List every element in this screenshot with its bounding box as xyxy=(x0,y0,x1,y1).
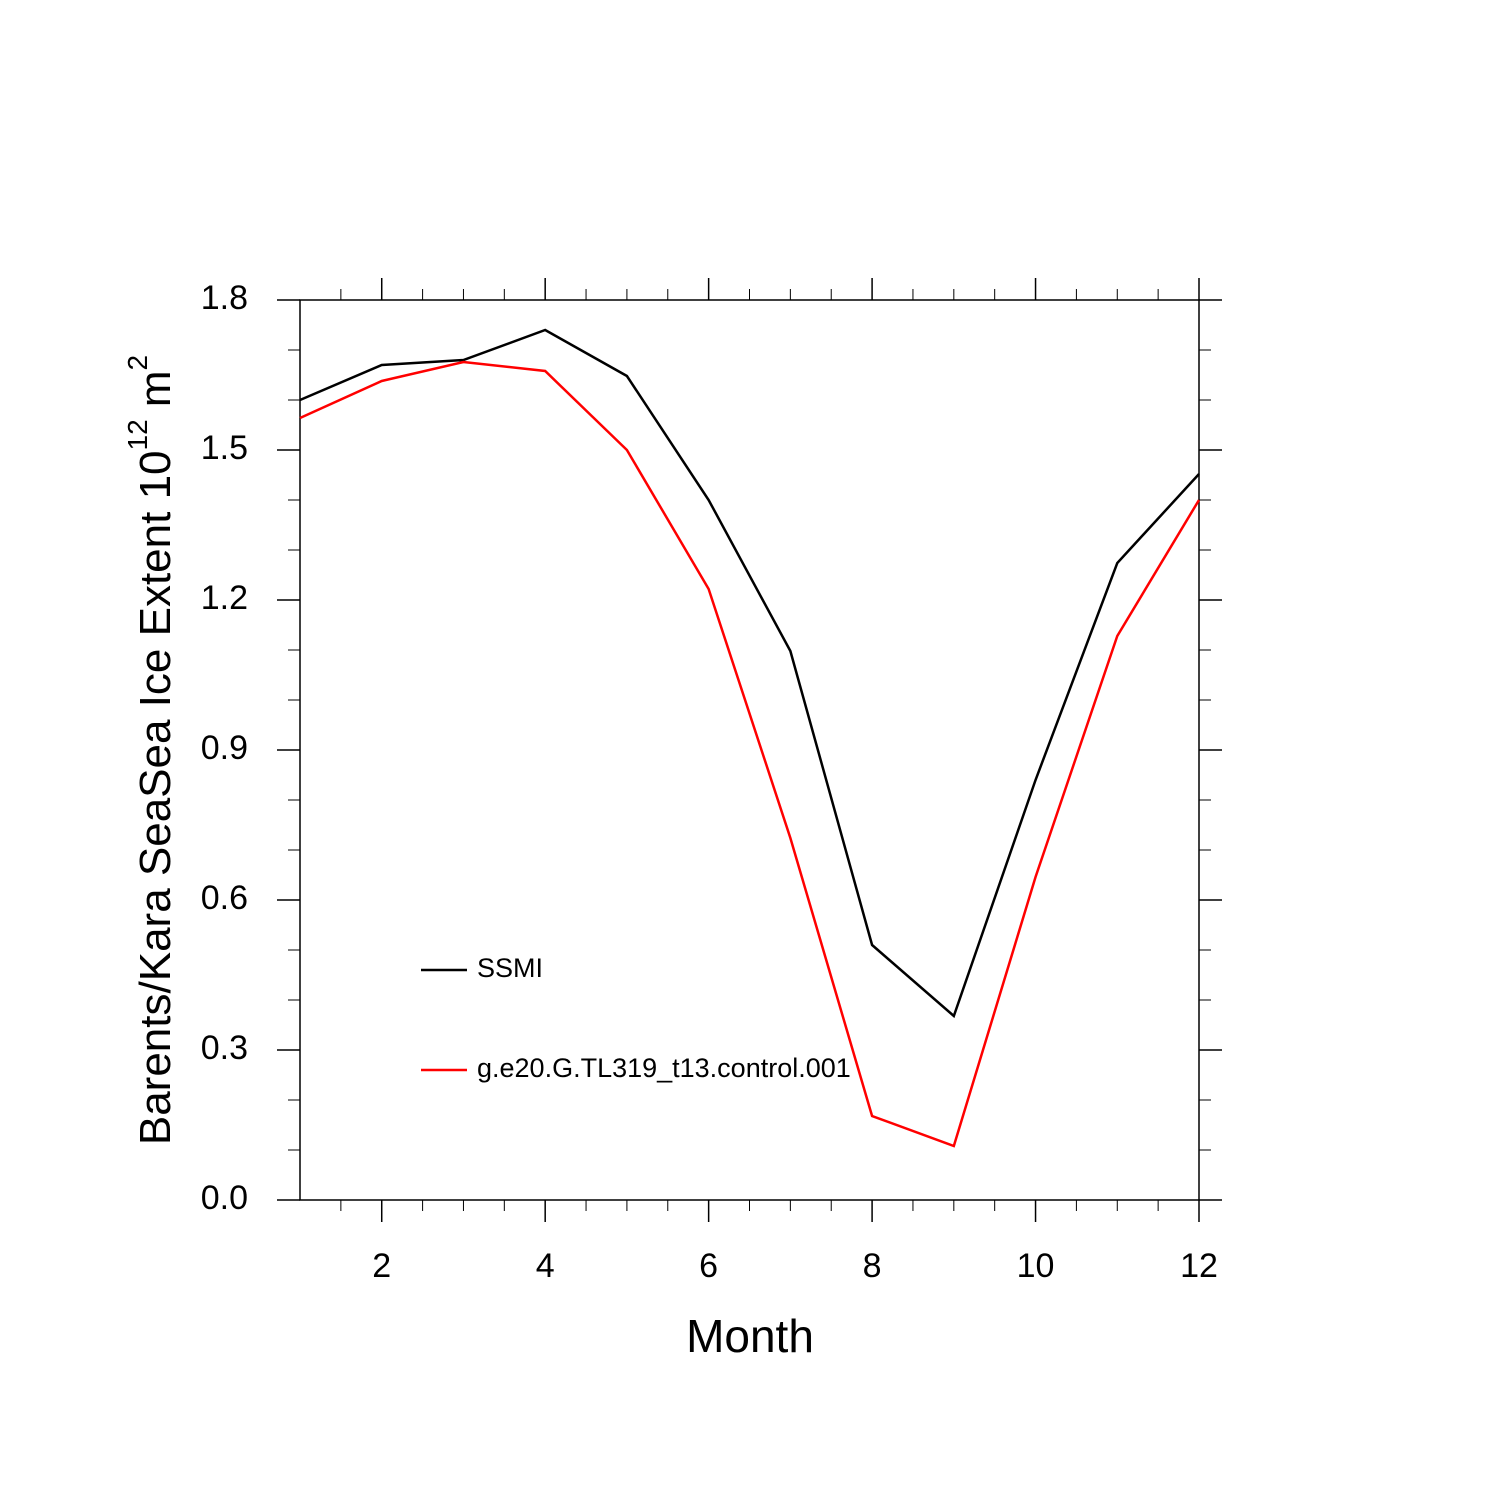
x-axis-label: Month xyxy=(686,1310,814,1362)
series-line xyxy=(299,328,1200,1019)
y-tick-label: 0.3 xyxy=(201,1029,248,1067)
y-tick-label: 0.6 xyxy=(201,879,248,917)
y-tick-label: 1.5 xyxy=(201,429,248,467)
y-axis-label: Barents/Kara SeaSea Ice Extent 1012 m2 xyxy=(122,355,179,1145)
legend-label: g.e20.G.TL319_t13.control.001 xyxy=(477,1053,851,1083)
x-tick-label: 4 xyxy=(536,1247,555,1285)
y-tick-label: 0.0 xyxy=(201,1179,248,1217)
y-label-text: m xyxy=(131,370,180,419)
y-label-text: Barents/Kara SeaSea Ice Extent 10 xyxy=(131,450,180,1145)
y-label-sup: 2 xyxy=(122,355,153,371)
series-line xyxy=(299,360,1201,1148)
x-tick-label: 10 xyxy=(1017,1247,1055,1285)
x-tick-label: 8 xyxy=(863,1247,882,1285)
y-tick-label: 1.2 xyxy=(201,579,248,617)
y-label-sup: 12 xyxy=(122,419,153,450)
x-tick-label: 2 xyxy=(372,1247,391,1285)
y-tick-label: 1.8 xyxy=(201,279,248,317)
x-tick-label: 12 xyxy=(1180,1247,1218,1285)
legend-label: SSMI xyxy=(477,953,543,983)
y-tick-label: 0.9 xyxy=(201,729,248,767)
x-tick-label: 6 xyxy=(699,1247,718,1285)
